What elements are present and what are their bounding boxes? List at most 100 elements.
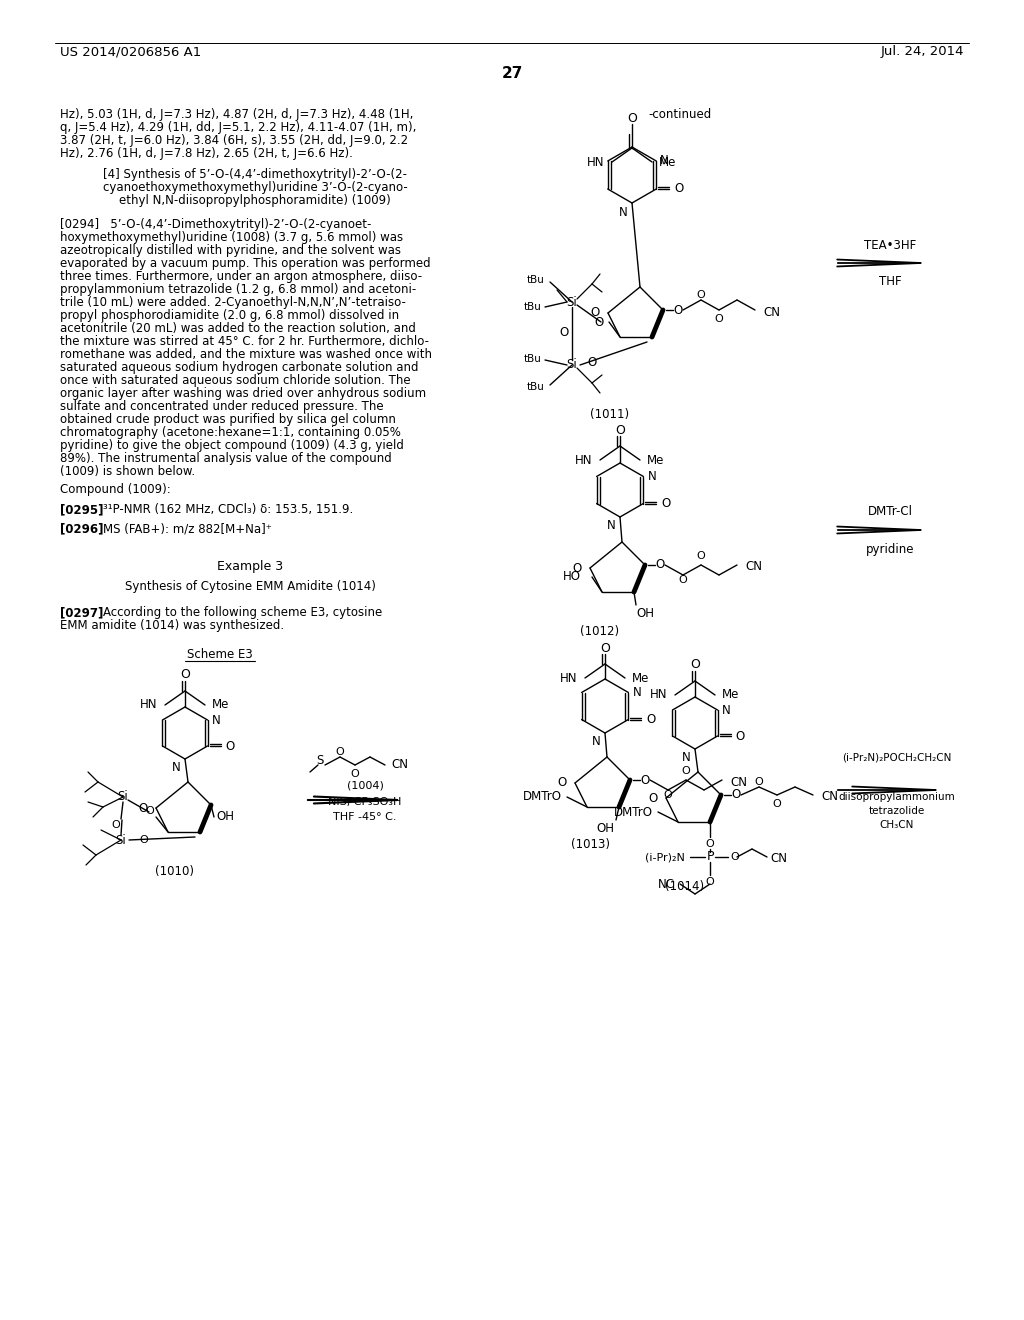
Text: saturated aqueous sodium hydrogen carbonate solution and: saturated aqueous sodium hydrogen carbon…	[60, 360, 419, 374]
Text: (1011): (1011)	[591, 408, 630, 421]
Text: O: O	[646, 713, 655, 726]
Text: Compound (1009):: Compound (1009):	[60, 483, 171, 496]
Text: ethyl N,N-diisopropylphosphoramidite) (1009): ethyl N,N-diisopropylphosphoramidite) (1…	[119, 194, 391, 207]
Text: diisopropylammonium: diisopropylammonium	[839, 792, 955, 803]
Text: O: O	[662, 498, 671, 510]
Text: (i-Pr)₂N: (i-Pr)₂N	[645, 851, 685, 862]
Text: O: O	[595, 315, 604, 329]
Text: ³¹P-NMR (162 MHz, CDCl₃) δ: 153.5, 151.9.: ³¹P-NMR (162 MHz, CDCl₃) δ: 153.5, 151.9…	[103, 503, 353, 516]
Text: O: O	[336, 747, 344, 756]
Text: O: O	[139, 836, 147, 845]
Text: Me: Me	[659, 156, 677, 169]
Text: O: O	[112, 820, 120, 830]
Text: trile (10 mL) were added. 2-Cyanoethyl-N,N,N’,N’-tetraiso-: trile (10 mL) were added. 2-Cyanoethyl-N…	[60, 296, 406, 309]
Text: HO: HO	[563, 570, 581, 583]
Text: O: O	[225, 739, 234, 752]
Text: HN: HN	[139, 698, 157, 711]
Text: tetrazolide: tetrazolide	[869, 807, 925, 816]
Text: NC: NC	[658, 878, 675, 891]
Text: [0294]   5’-O-(4,4’-Dimethoxytrityl)-2’-O-(2-cyanoet-: [0294] 5’-O-(4,4’-Dimethoxytrityl)-2’-O-…	[60, 218, 372, 231]
Text: 3.87 (2H, t, J=6.0 Hz), 3.84 (6H, s), 3.55 (2H, dd, J=9.0, 2.2: 3.87 (2H, t, J=6.0 Hz), 3.84 (6H, s), 3.…	[60, 135, 409, 147]
Text: N: N	[647, 470, 656, 483]
Text: Si: Si	[116, 833, 126, 846]
Text: q, J=5.4 Hz), 4.29 (1H, dd, J=5.1, 2.2 Hz), 4.11-4.07 (1H, m),: q, J=5.4 Hz), 4.29 (1H, dd, J=5.1, 2.2 H…	[60, 121, 417, 135]
Text: O: O	[649, 792, 658, 804]
Text: THF: THF	[879, 275, 901, 288]
Text: O: O	[640, 774, 649, 787]
Text: -continued: -continued	[648, 108, 712, 121]
Text: propyl phosphorodiamidite (2.0 g, 6.8 mmol) dissolved in: propyl phosphorodiamidite (2.0 g, 6.8 mm…	[60, 309, 399, 322]
Text: TEA•3HF: TEA•3HF	[864, 239, 916, 252]
Text: DMTrO: DMTrO	[523, 791, 562, 804]
Text: tBu: tBu	[527, 275, 545, 285]
Text: tBu: tBu	[527, 381, 545, 392]
Text: the mixture was stirred at 45° C. for 2 hr. Furthermore, dichlo-: the mixture was stirred at 45° C. for 2 …	[60, 335, 429, 348]
Text: hoxymethoxymethyl)uridine (1008) (3.7 g, 5.6 mmol) was: hoxymethoxymethyl)uridine (1008) (3.7 g,…	[60, 231, 403, 244]
Text: 27: 27	[502, 66, 522, 81]
Text: DMTr-Cl: DMTr-Cl	[867, 506, 912, 517]
Text: O: O	[350, 770, 359, 779]
Text: According to the following scheme E3, cytosine: According to the following scheme E3, cy…	[103, 606, 382, 619]
Text: O: O	[145, 807, 154, 816]
Text: O: O	[627, 111, 637, 124]
Text: Hz), 5.03 (1H, d, J=7.3 Hz), 4.87 (2H, d, J=7.3 Hz), 4.48 (1H,: Hz), 5.03 (1H, d, J=7.3 Hz), 4.87 (2H, d…	[60, 108, 414, 121]
Text: romethane was added, and the mixture was washed once with: romethane was added, and the mixture was…	[60, 348, 432, 360]
Text: CH₃CN: CH₃CN	[880, 820, 914, 830]
Text: CN: CN	[391, 759, 408, 771]
Text: HN: HN	[559, 672, 577, 685]
Text: O: O	[682, 766, 690, 776]
Text: Si: Si	[566, 359, 578, 371]
Text: [0295]: [0295]	[60, 503, 103, 516]
Text: CN: CN	[730, 776, 746, 788]
Text: Jul. 24, 2014: Jul. 24, 2014	[881, 45, 964, 58]
Text: Scheme E3: Scheme E3	[187, 648, 253, 661]
Text: CN: CN	[821, 791, 838, 804]
Text: O: O	[558, 776, 567, 789]
Text: O: O	[715, 314, 723, 323]
Text: Synthesis of Cytosine EMM Amidite (1014): Synthesis of Cytosine EMM Amidite (1014)	[125, 579, 376, 593]
Text: (1009) is shown below.: (1009) is shown below.	[60, 465, 196, 478]
Text: organic layer after washing was dried over anhydrous sodium: organic layer after washing was dried ov…	[60, 387, 426, 400]
Text: (1012): (1012)	[581, 624, 620, 638]
Text: O: O	[679, 576, 687, 585]
Text: N: N	[592, 735, 601, 748]
Text: pyridine) to give the object compound (1009) (4.3 g, yield: pyridine) to give the object compound (1…	[60, 440, 403, 451]
Text: (1010): (1010)	[156, 865, 195, 878]
Text: O: O	[600, 642, 610, 655]
Text: US 2014/0206856 A1: US 2014/0206856 A1	[60, 45, 202, 58]
Text: obtained crude product was purified by silica gel column: obtained crude product was purified by s…	[60, 413, 396, 426]
Text: NIS, CF₃SO₃H: NIS, CF₃SO₃H	[329, 797, 401, 807]
Text: [0297]: [0297]	[60, 606, 103, 619]
Text: HN: HN	[587, 156, 604, 169]
Text: N: N	[607, 519, 616, 532]
Text: O: O	[731, 788, 740, 801]
Text: MS (FAB+): m/z 882[M+Na]⁺: MS (FAB+): m/z 882[M+Na]⁺	[103, 521, 272, 535]
Text: THF -45° C.: THF -45° C.	[333, 812, 396, 822]
Text: N: N	[722, 704, 730, 717]
Text: O: O	[696, 550, 706, 561]
Text: cyanoethoxymethoxymethyl)uridine 3’-O-(2-cyano-: cyanoethoxymethoxymethyl)uridine 3’-O-(2…	[102, 181, 408, 194]
Text: HN: HN	[574, 454, 592, 466]
Text: O: O	[773, 799, 781, 809]
Text: O: O	[588, 355, 597, 368]
Text: (1014): (1014)	[666, 880, 705, 894]
Text: Hz), 2.76 (1H, d, J=7.8 Hz), 2.65 (2H, t, J=6.6 Hz).: Hz), 2.76 (1H, d, J=7.8 Hz), 2.65 (2H, t…	[60, 147, 353, 160]
Text: O: O	[696, 290, 706, 300]
Text: O: O	[560, 326, 569, 339]
Text: N: N	[660, 154, 669, 168]
Text: DMTrO: DMTrO	[614, 805, 653, 818]
Text: evaporated by a vacuum pump. This operation was performed: evaporated by a vacuum pump. This operat…	[60, 257, 431, 271]
Text: tBu: tBu	[524, 302, 542, 312]
Text: O: O	[138, 801, 148, 814]
Text: [4] Synthesis of 5’-O-(4,4’-dimethoxytrityl)-2’-O-(2-: [4] Synthesis of 5’-O-(4,4’-dimethoxytri…	[103, 168, 407, 181]
Text: O: O	[572, 561, 582, 574]
Text: Me: Me	[722, 689, 739, 701]
Text: O: O	[755, 777, 763, 787]
Text: OH: OH	[636, 607, 654, 620]
Text: pyridine: pyridine	[865, 543, 914, 556]
Text: acetonitrile (20 mL) was added to the reaction solution, and: acetonitrile (20 mL) was added to the re…	[60, 322, 416, 335]
Text: (1013): (1013)	[570, 838, 609, 851]
Text: O: O	[674, 182, 683, 195]
Text: 89%). The instrumental analysis value of the compound: 89%). The instrumental analysis value of…	[60, 451, 392, 465]
Text: EMM amidite (1014) was synthesized.: EMM amidite (1014) was synthesized.	[60, 619, 284, 632]
